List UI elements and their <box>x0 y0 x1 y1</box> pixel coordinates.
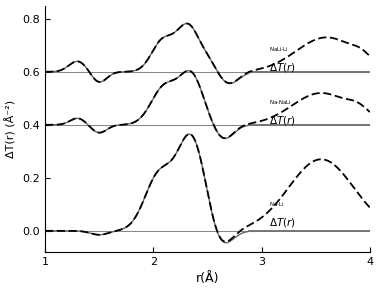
Text: $\mathregular{^{NaLi\text{-}Li}}$: $\mathregular{^{NaLi\text{-}Li}}$ <box>269 46 289 55</box>
X-axis label: r(Å): r(Å) <box>196 272 219 285</box>
Text: $\mathregular{^{Na\text{-}Li}}$: $\mathregular{^{Na\text{-}Li}}$ <box>269 202 285 211</box>
Text: $\mathregular{^{Na\text{-}NaLi}}$: $\mathregular{^{Na\text{-}NaLi}}$ <box>269 100 292 108</box>
Text: $\Delta T(r)$: $\Delta T(r)$ <box>269 61 296 74</box>
Y-axis label: ΔT(r) (Å⁻²): ΔT(r) (Å⁻²) <box>6 100 17 158</box>
Text: $\Delta T(r)$: $\Delta T(r)$ <box>269 114 296 127</box>
Text: $\Delta T(r)$: $\Delta T(r)$ <box>269 216 296 229</box>
